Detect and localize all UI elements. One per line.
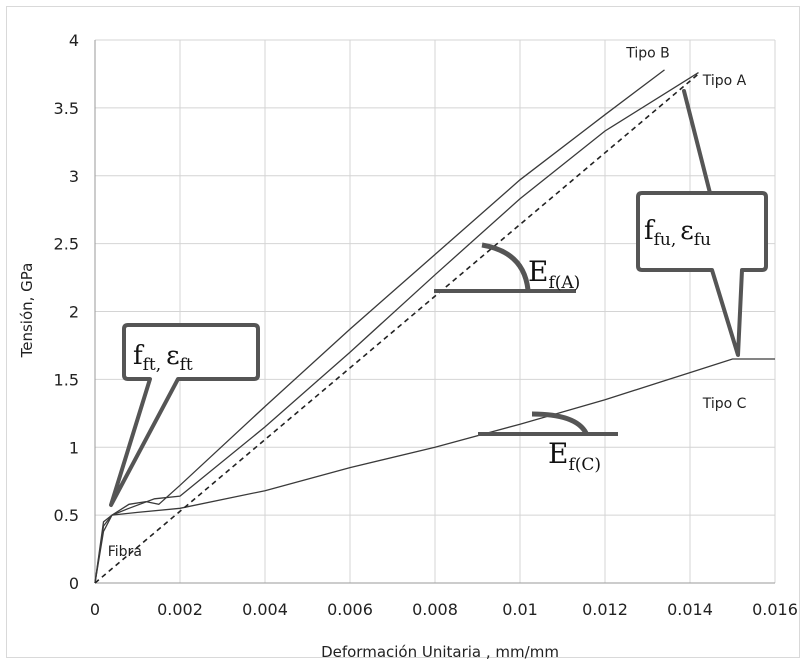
ffu-sub2: fu bbox=[694, 230, 711, 250]
callout-ffu-bubble bbox=[636, 89, 768, 357]
series-labels: Tipo B Tipo A Tipo C Fibra bbox=[108, 46, 747, 560]
fft-main: f bbox=[133, 341, 145, 371]
y-tick-label: 2 bbox=[69, 303, 79, 322]
y-tick-label: 0.5 bbox=[54, 506, 79, 525]
y-tick-label: 1 bbox=[69, 438, 79, 457]
y-tick-label: 3.5 bbox=[54, 99, 79, 118]
fft-sub2: ft bbox=[180, 355, 193, 375]
callout-fft: fft, εft bbox=[109, 323, 260, 507]
modulus-a-arc bbox=[481, 242, 531, 291]
series-label-tipo-c: Tipo C bbox=[702, 396, 747, 412]
y-tick-label: 3 bbox=[69, 167, 79, 186]
ef-a-main: E bbox=[528, 255, 548, 288]
series-line-fibra bbox=[94, 73, 700, 584]
callout-fft-bubble bbox=[109, 323, 260, 507]
x-tick-label: 0.002 bbox=[157, 600, 203, 619]
modulus-a-indicator: Ef(A) bbox=[434, 242, 580, 293]
modulus-c-indicator: Ef(C) bbox=[478, 411, 618, 475]
y-tick-label: 2.5 bbox=[54, 235, 79, 254]
ffu-eps: ε bbox=[680, 216, 693, 246]
y-axis-label: Tensión, GPa bbox=[18, 263, 36, 359]
fft-sub1: ft, bbox=[143, 355, 162, 375]
series-line-tipo-a bbox=[94, 72, 699, 584]
series-label-tipo-a: Tipo A bbox=[702, 73, 747, 89]
series-label-fibra: Fibra bbox=[108, 544, 142, 560]
y-tick-label: 1.5 bbox=[54, 370, 79, 389]
modulus-c-arc bbox=[531, 411, 589, 435]
axes: 0 0.002 0.004 0.006 0.008 0.01 0.012 0.014 0.016… bbox=[54, 31, 798, 619]
ef-c-main: E bbox=[548, 437, 568, 470]
callout-ffu: ffu, εfu bbox=[636, 89, 768, 357]
y-tick-label: 0 bbox=[69, 574, 79, 593]
x-tick-label: 0.016 bbox=[752, 600, 798, 619]
ffu-main: f bbox=[644, 216, 656, 246]
modulus-a-label: Ef(A) bbox=[528, 255, 580, 293]
x-tick-label: 0.008 bbox=[412, 600, 458, 619]
x-axis-label: Deformación Unitaria , mm/mm bbox=[321, 643, 559, 661]
ffu-sub1: fu, bbox=[654, 230, 677, 250]
series-group bbox=[94, 69, 775, 584]
callout-ffu-text: ffu, εfu bbox=[644, 216, 711, 250]
series-label-tipo-b: Tipo B bbox=[625, 46, 670, 62]
fft-eps: ε bbox=[166, 341, 179, 371]
x-tick-label: 0.004 bbox=[242, 600, 288, 619]
callout-fft-text: fft, εft bbox=[133, 341, 193, 375]
y-tick-label: 4 bbox=[69, 31, 79, 50]
x-tick-label: 0.006 bbox=[327, 600, 373, 619]
ef-a-sub: f(A) bbox=[548, 273, 580, 293]
x-tick-label: 0.01 bbox=[502, 600, 538, 619]
x-tick-label: 0 bbox=[90, 600, 100, 619]
series-line-tipo-c bbox=[94, 358, 775, 584]
ef-c-sub: f(C) bbox=[568, 455, 601, 475]
x-tick-label: 0.012 bbox=[582, 600, 628, 619]
gridlines bbox=[94, 39, 776, 584]
x-tick-label: 0.014 bbox=[667, 600, 713, 619]
modulus-c-label: Ef(C) bbox=[548, 437, 601, 475]
